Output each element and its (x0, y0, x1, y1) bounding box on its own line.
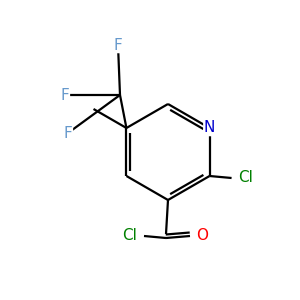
Text: Cl: Cl (238, 170, 253, 185)
Text: N: N (204, 121, 215, 136)
Text: F: F (61, 88, 69, 103)
Text: O: O (196, 229, 208, 244)
Text: F: F (114, 38, 122, 52)
Text: F: F (64, 125, 72, 140)
Text: Cl: Cl (123, 229, 137, 244)
